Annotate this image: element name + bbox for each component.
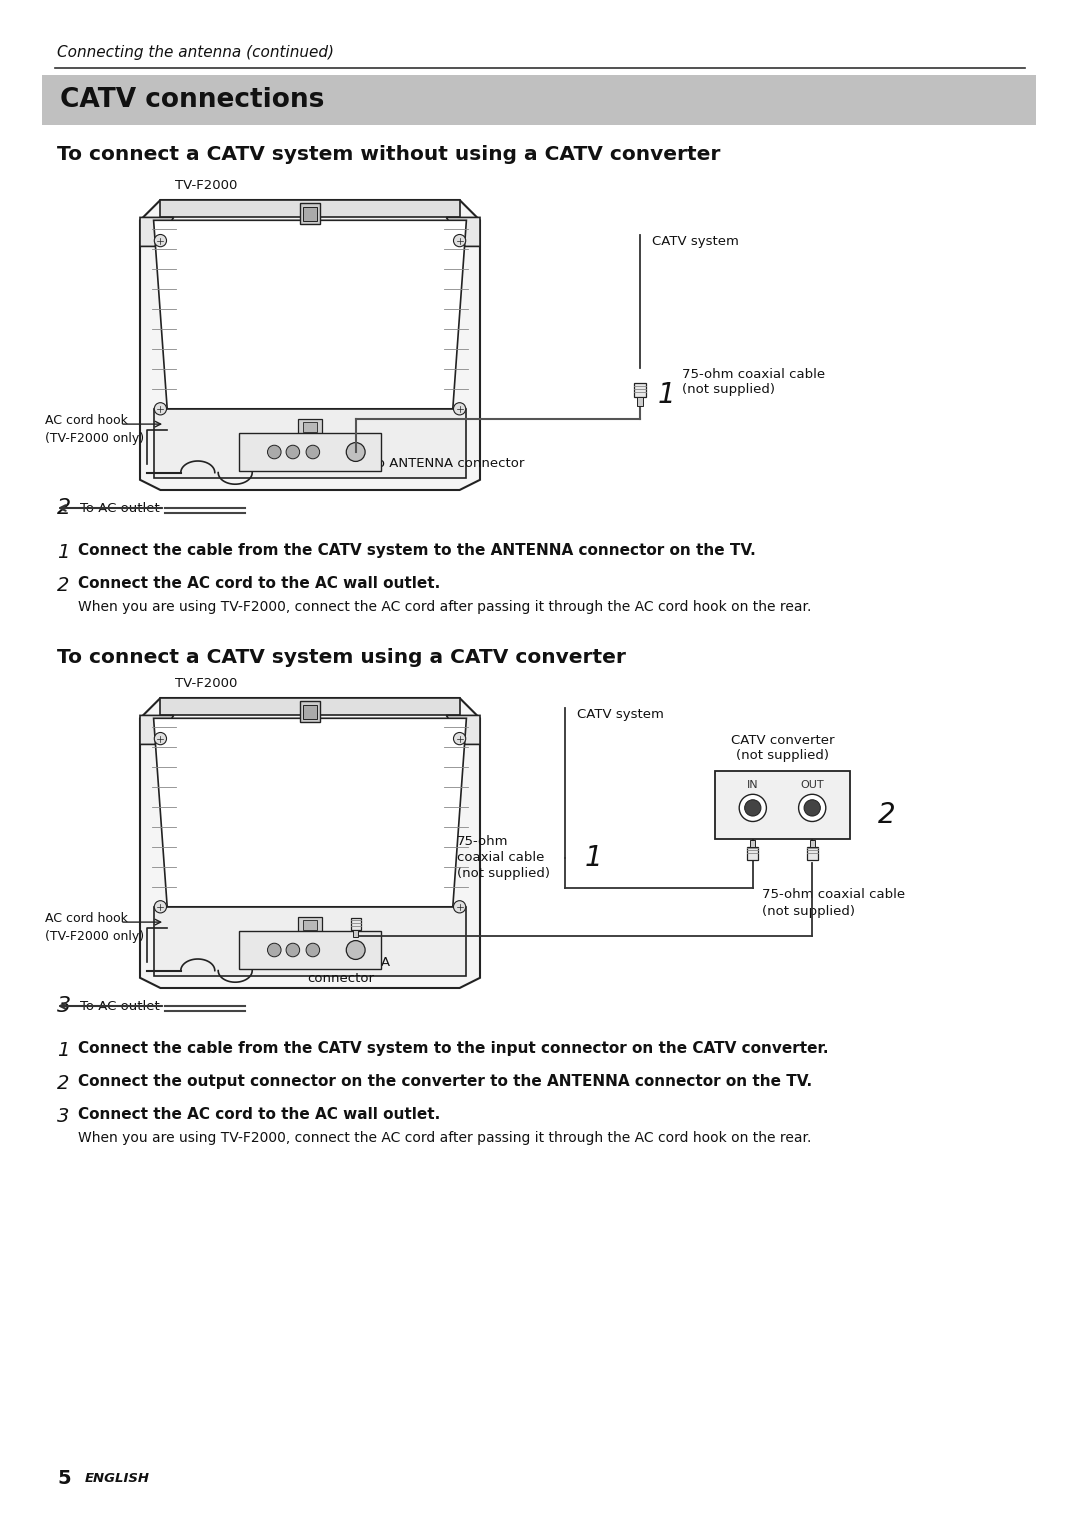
Polygon shape (153, 220, 467, 410)
Polygon shape (446, 715, 480, 744)
Polygon shape (140, 200, 480, 490)
Text: CATV connections: CATV connections (60, 87, 324, 113)
Bar (302, 920, 318, 931)
Bar (751, 839, 755, 847)
Bar (353, 929, 357, 937)
Text: CATV system: CATV system (577, 707, 664, 721)
Text: CATV converter
(not supplied): CATV converter (not supplied) (731, 733, 834, 762)
Bar (153, 906, 467, 976)
Text: 3: 3 (57, 1106, 69, 1126)
Text: 2: 2 (57, 576, 69, 594)
Text: 3: 3 (57, 996, 71, 1016)
Bar (153, 410, 467, 478)
Bar (634, 382, 646, 397)
Text: 75-ohm coaxial cable
(not supplied): 75-ohm coaxial cable (not supplied) (681, 368, 825, 396)
Circle shape (268, 445, 281, 458)
Circle shape (804, 799, 821, 816)
Text: OUT: OUT (800, 781, 824, 790)
Text: CATV system: CATV system (652, 235, 739, 248)
Text: To connect a CATV system using a CATV converter: To connect a CATV system using a CATV co… (57, 648, 626, 668)
Circle shape (268, 943, 281, 957)
Circle shape (306, 943, 320, 957)
Text: 5: 5 (57, 1468, 70, 1487)
Text: TV-F2000: TV-F2000 (175, 677, 238, 691)
Text: 2: 2 (878, 801, 895, 828)
Text: Connect the cable from the CATV system to the input connector on the CATV conver: Connect the cable from the CATV system t… (78, 1041, 828, 1056)
Text: AC cord hook
(TV-F2000 only): AC cord hook (TV-F2000 only) (45, 912, 144, 943)
Circle shape (154, 900, 166, 912)
Bar (302, 422, 318, 432)
Polygon shape (140, 715, 174, 744)
Text: When you are using TV-F2000, connect the AC cord after passing it through the AC: When you are using TV-F2000, connect the… (78, 601, 811, 614)
Circle shape (454, 732, 465, 744)
Bar (161, 698, 460, 715)
Text: 1: 1 (585, 843, 603, 871)
Circle shape (286, 445, 299, 458)
Polygon shape (446, 217, 480, 246)
Text: To AC outlet: To AC outlet (80, 501, 160, 515)
Text: To ANTENNA connector: To ANTENNA connector (370, 457, 524, 471)
Bar (161, 200, 460, 217)
Circle shape (154, 403, 166, 416)
Bar (810, 839, 814, 847)
Text: 1: 1 (57, 542, 69, 562)
Text: Connect the AC cord to the AC wall outlet.: Connect the AC cord to the AC wall outle… (78, 576, 441, 591)
Text: AC cord hook
(TV-F2000 only): AC cord hook (TV-F2000 only) (45, 414, 144, 445)
Polygon shape (140, 698, 480, 989)
Circle shape (306, 445, 320, 458)
Bar (747, 847, 758, 859)
Text: 75-ohm
coaxial cable
(not supplied): 75-ohm coaxial cable (not supplied) (457, 834, 550, 880)
Circle shape (347, 941, 365, 960)
Bar (807, 847, 818, 859)
Text: Connect the output connector on the converter to the ANTENNA connector on the TV: Connect the output connector on the conv… (78, 1074, 812, 1089)
Circle shape (798, 795, 826, 822)
Bar (300, 203, 320, 223)
Text: 2: 2 (57, 1074, 69, 1093)
Text: Connect the cable from the CATV system to the ANTENNA connector on the TV.: Connect the cable from the CATV system t… (78, 542, 756, 558)
Bar (239, 432, 381, 471)
Circle shape (286, 943, 299, 957)
Bar (715, 770, 850, 839)
Circle shape (154, 234, 166, 246)
Polygon shape (140, 217, 174, 246)
Text: 75-ohm coaxial cable
(not supplied): 75-ohm coaxial cable (not supplied) (762, 888, 905, 917)
Bar (302, 704, 318, 718)
Text: Connecting the antenna (continued): Connecting the antenna (continued) (57, 44, 334, 60)
Bar (298, 917, 322, 934)
Bar (239, 931, 381, 969)
Circle shape (454, 234, 465, 246)
Bar (298, 419, 322, 435)
Bar (637, 397, 643, 406)
Bar (302, 206, 318, 220)
Text: IN: IN (747, 781, 758, 790)
Text: To ANTENNA
connector: To ANTENNA connector (308, 957, 390, 986)
Bar (42, 75, 1036, 125)
Text: 1: 1 (658, 380, 676, 410)
Text: To AC outlet: To AC outlet (80, 999, 160, 1013)
Bar (351, 918, 361, 929)
Text: 1: 1 (57, 1041, 69, 1060)
Text: When you are using TV-F2000, connect the AC cord after passing it through the AC: When you are using TV-F2000, connect the… (78, 1131, 811, 1144)
Circle shape (454, 403, 465, 416)
Circle shape (744, 799, 761, 816)
Circle shape (454, 900, 465, 912)
Circle shape (739, 795, 767, 822)
Bar (300, 701, 320, 721)
Polygon shape (153, 718, 467, 906)
Text: To connect a CATV system without using a CATV converter: To connect a CATV system without using a… (57, 145, 720, 163)
Text: 2: 2 (57, 498, 71, 518)
Text: ENGLISH: ENGLISH (85, 1471, 150, 1485)
Text: TV-F2000: TV-F2000 (175, 179, 238, 193)
Text: Connect the AC cord to the AC wall outlet.: Connect the AC cord to the AC wall outle… (78, 1106, 441, 1122)
Circle shape (347, 443, 365, 461)
Circle shape (154, 732, 166, 744)
